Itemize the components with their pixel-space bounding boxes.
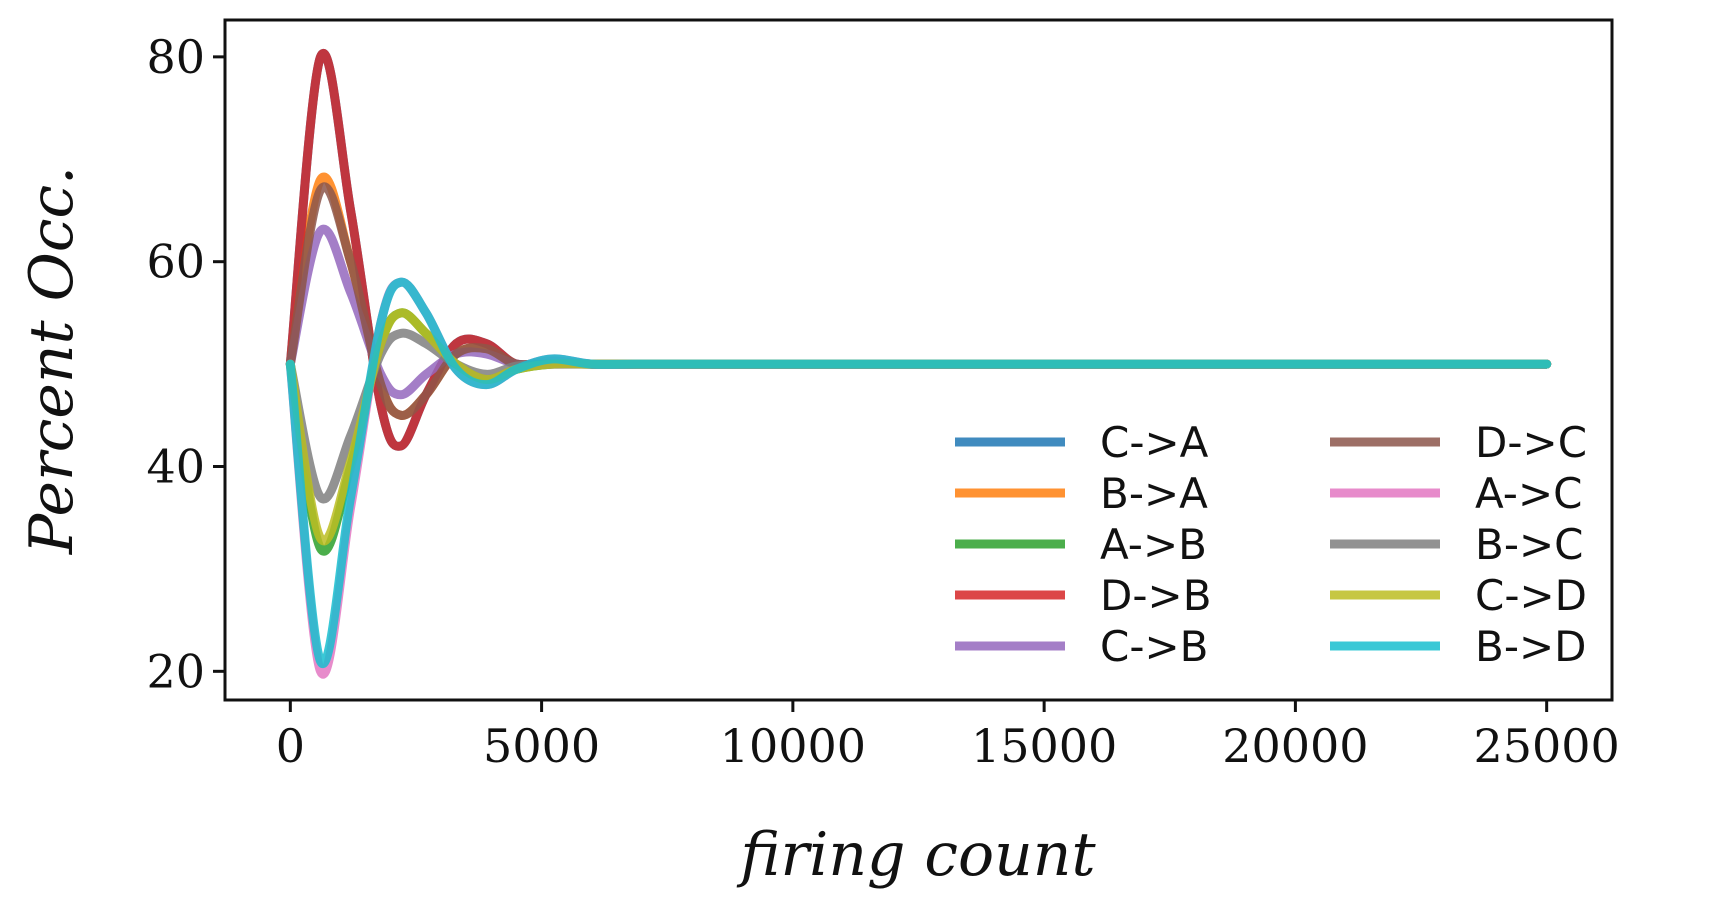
series-line-b-d (285, 277, 1552, 669)
x-tick-label: 25000 (1473, 719, 1619, 773)
x-tick-label: 20000 (1222, 719, 1368, 773)
x-tick-label: 5000 (483, 719, 600, 773)
legend-label-a-b: A->B (1100, 520, 1207, 569)
legend-label-d-b: D->B (1100, 571, 1212, 620)
x-tick-label: 10000 (720, 719, 866, 773)
legend: C->AB->AA->BD->BC->B D->CA->CB->CC->DB->D (955, 418, 1587, 671)
legend-label-c-d: C->D (1475, 571, 1587, 620)
x-tick-label: 15000 (971, 719, 1117, 773)
legend-label-d-c: D->C (1475, 418, 1587, 467)
legend-label-b-a: B->A (1100, 469, 1208, 518)
y-axis-title: Percent Occ. (17, 166, 87, 555)
ticks-layer: 0 5000 10000 15000 20000 25000 20 40 60 80 (146, 30, 1619, 773)
plot-frame (223, 18, 1614, 702)
y-tick-label: 20 (146, 644, 205, 698)
x-axis-title: firing count (736, 820, 1096, 890)
x-tick-label: 0 (276, 719, 305, 773)
legend-label-a-c: A->C (1475, 469, 1582, 518)
legend-label-b-d: B->D (1475, 622, 1587, 671)
y-tick-label: 40 (146, 440, 205, 494)
legend-label-c-b: C->B (1100, 622, 1209, 671)
series-layer (285, 49, 1552, 679)
y-tick-label: 80 (146, 30, 205, 84)
legend-label-c-a: C->A (1100, 418, 1209, 467)
legend-label-b-c: B->C (1475, 520, 1584, 569)
y-tick-label: 60 (146, 235, 205, 289)
